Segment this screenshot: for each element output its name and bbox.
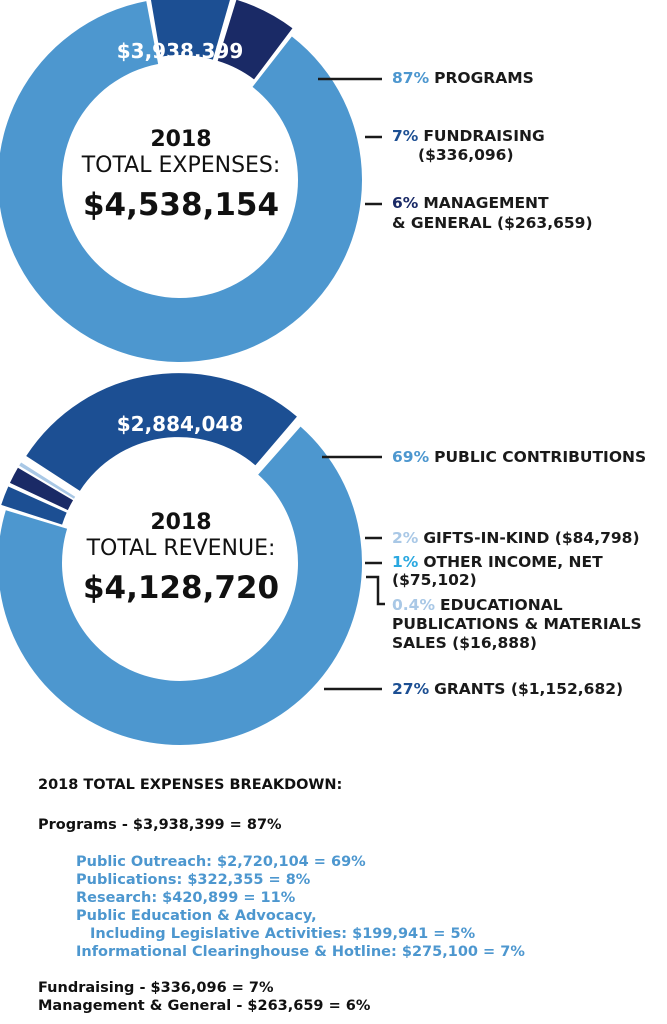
expenses-programs-label: 87% PROGRAMS <box>392 69 534 87</box>
breakdown-item: Informational Clearinghouse & Hotline: $… <box>76 944 525 960</box>
revenue-educational-leader <box>366 575 385 606</box>
revenue-educational-label-line3: SALES ($16,888) <box>392 634 537 652</box>
expenses-fundraising-detail: ($336,096) <box>418 146 514 164</box>
revenue-grants-label: 27% GRANTS ($1,152,682) <box>392 680 623 698</box>
expenses-fundraising-label: 7% FUNDRAISING <box>392 127 545 145</box>
expenses-management-label: 6% MANAGEMENT <box>392 194 549 212</box>
breakdown-item: Research: $420,899 = 11% <box>76 890 296 906</box>
expenses-programs-ring-value: $3,938,399 <box>117 39 244 63</box>
revenue-gifts-label: 2% GIFTS-IN-KIND ($84,798) <box>392 529 640 547</box>
breakdown-item-continued: Including Legislative Activities: $199,9… <box>90 926 476 942</box>
revenue-slice-grants <box>26 373 297 491</box>
expenses-slice-programs <box>0 1 362 362</box>
breakdown-programs: Programs - $3,938,399 = 87% <box>38 817 282 833</box>
revenue-slice-other-income <box>9 467 74 511</box>
revenue-center-label: TOTAL REVENUE: <box>86 536 276 561</box>
revenue-slice-educational-sales <box>19 462 76 499</box>
revenue-other-label: 1% OTHER INCOME, NET <box>392 553 603 571</box>
revenue-center-year: 2018 <box>150 510 211 535</box>
expenses-slice-management <box>217 0 293 80</box>
revenue-educational-label-line2: PUBLICATIONS & MATERIALS <box>392 615 642 633</box>
revenue-other-label-line2: ($75,102) <box>392 571 477 589</box>
revenue-contributions-ring-value: $2,884,048 <box>117 412 244 436</box>
revenue-donut: $2,884,048 2018 TOTAL REVENUE: $4,128,72… <box>0 373 646 745</box>
expenses-management-label-line2: & GENERAL ($263,659) <box>392 214 593 232</box>
expenses-center-total: $4,538,154 <box>83 187 279 223</box>
donut-charts-canvas: $3,938,399 2018 TOTAL EXPENSES: $4,538,1… <box>0 0 646 745</box>
revenue-slice-gifts-in-kind <box>1 486 67 525</box>
breakdown-fundraising: Fundraising - $336,096 = 7% <box>38 980 274 996</box>
breakdown-title: 2018 TOTAL EXPENSES BREAKDOWN: <box>38 777 343 793</box>
revenue-slice-public-contributions <box>0 426 362 745</box>
expenses-breakdown: 2018 TOTAL EXPENSES BREAKDOWN: Programs … <box>38 776 658 1015</box>
expenses-donut: $3,938,399 2018 TOTAL EXPENSES: $4,538,1… <box>0 0 593 362</box>
expenses-center-year: 2018 <box>150 127 211 152</box>
breakdown-item: Publications: $322,355 = 8% <box>76 872 311 888</box>
breakdown-item: Public Education & Advocacy, <box>76 908 317 924</box>
breakdown-management: Management & General - $263,659 = 6% <box>38 998 371 1014</box>
expenses-slice-fundraising <box>150 0 230 60</box>
revenue-contributions-label: 69% PUBLIC CONTRIBUTIONS <box>392 448 646 466</box>
revenue-center-total: $4,128,720 <box>83 570 279 606</box>
expenses-center-label: TOTAL EXPENSES: <box>81 153 281 178</box>
breakdown-item: Public Outreach: $2,720,104 = 69% <box>76 854 366 870</box>
revenue-educational-label: 0.4% EDUCATIONAL <box>392 596 563 614</box>
